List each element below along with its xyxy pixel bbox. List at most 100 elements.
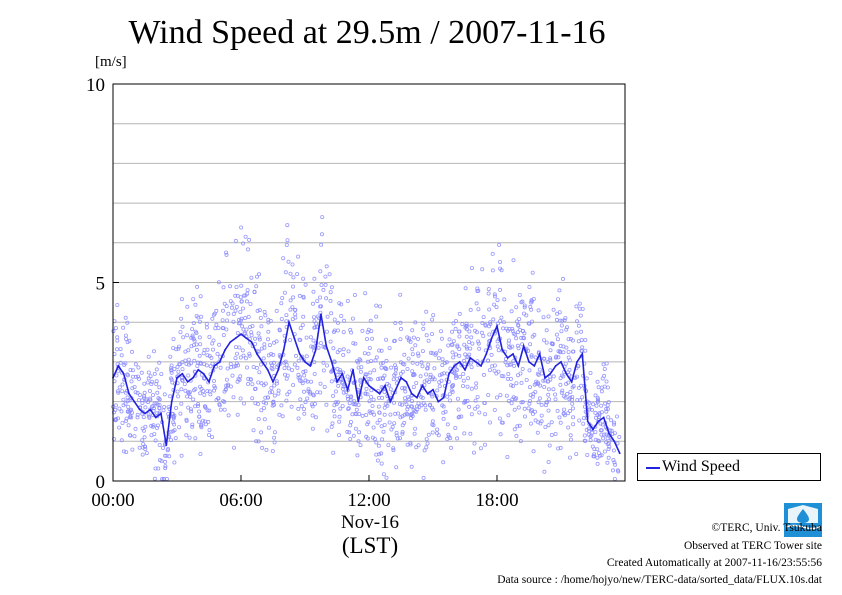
raw-data-point <box>469 323 474 328</box>
raw-data-point <box>304 354 309 359</box>
series-point <box>357 400 360 403</box>
raw-data-point <box>424 437 429 442</box>
x-tick-label: 06:00 <box>219 490 262 511</box>
raw-data-point <box>394 430 399 435</box>
raw-data-point <box>581 416 586 421</box>
raw-data-point <box>494 305 499 310</box>
raw-data-point <box>463 400 468 405</box>
series-point <box>618 452 621 455</box>
raw-data-point <box>291 382 296 387</box>
raw-data-point <box>217 403 222 408</box>
raw-data-point <box>248 301 253 306</box>
raw-data-point <box>593 410 598 415</box>
raw-data-point <box>172 422 177 427</box>
raw-data-point <box>398 371 403 376</box>
created-text: Created Automatically at 2007-11-16/23:5… <box>606 557 822 569</box>
raw-data-point <box>321 360 326 365</box>
raw-data-point <box>337 419 342 424</box>
raw-data-point <box>153 466 158 471</box>
raw-data-point <box>557 288 562 293</box>
raw-data-point <box>531 391 536 396</box>
raw-data-point <box>265 395 270 400</box>
raw-data-point <box>307 391 312 396</box>
raw-data-point <box>235 293 240 298</box>
raw-data-point <box>235 330 240 335</box>
raw-data-point <box>247 237 252 242</box>
raw-data-point <box>123 333 128 338</box>
raw-data-point <box>499 315 504 320</box>
raw-data-point <box>301 358 306 363</box>
raw-data-point <box>457 374 462 379</box>
legend-swatch <box>646 467 660 469</box>
raw-data-point <box>185 394 190 399</box>
raw-data-point <box>136 398 141 403</box>
raw-data-point <box>469 412 474 417</box>
raw-data-point <box>171 429 176 434</box>
raw-data-point <box>475 286 480 291</box>
raw-data-point <box>345 429 350 434</box>
raw-data-point <box>331 346 336 351</box>
raw-data-point <box>220 318 225 323</box>
raw-data-point <box>489 352 494 357</box>
raw-data-point <box>261 405 266 410</box>
series-point <box>325 345 328 347</box>
raw-data-point <box>577 301 582 306</box>
series-point <box>293 337 296 339</box>
raw-data-point <box>368 410 373 415</box>
raw-data-point <box>318 381 323 386</box>
series-point <box>554 365 557 367</box>
series-point <box>410 392 413 395</box>
raw-data-point <box>301 314 306 319</box>
raw-data-point <box>185 304 190 309</box>
raw-data-point <box>512 407 517 412</box>
raw-data-point <box>214 322 219 327</box>
raw-data-point <box>192 338 197 343</box>
raw-data-point <box>453 326 458 331</box>
raw-data-point <box>533 355 538 360</box>
raw-data-point <box>605 406 610 411</box>
raw-data-point <box>300 323 305 328</box>
raw-data-point <box>295 365 300 370</box>
raw-data-point <box>450 389 455 394</box>
raw-data-point <box>413 320 418 325</box>
raw-data-point <box>593 437 598 442</box>
raw-data-point <box>506 413 511 418</box>
raw-data-point <box>591 402 596 407</box>
raw-data-point <box>400 386 405 391</box>
raw-data-point <box>124 450 129 455</box>
series-point <box>560 361 562 363</box>
raw-data-point <box>235 412 240 417</box>
raw-data-point <box>570 401 575 406</box>
raw-data-point <box>152 476 157 481</box>
raw-data-point <box>240 306 245 311</box>
raw-data-point <box>398 320 403 325</box>
raw-data-point <box>140 452 145 457</box>
grid-lines <box>113 123 625 442</box>
raw-data-point <box>616 469 621 474</box>
series-point <box>256 353 258 355</box>
raw-data-point <box>266 329 271 334</box>
raw-data-point <box>542 384 547 389</box>
raw-data-point <box>610 431 615 436</box>
y-axis-unit: [m/s] <box>95 54 127 70</box>
raw-data-point <box>169 370 174 375</box>
raw-data-point <box>365 359 370 364</box>
raw-data-point <box>420 364 425 369</box>
raw-data-point <box>264 447 269 452</box>
raw-data-point <box>130 386 135 391</box>
raw-data-point <box>497 416 502 421</box>
raw-data-point <box>543 424 548 429</box>
raw-data-point <box>498 266 503 271</box>
raw-data-point <box>483 412 488 417</box>
raw-data-point <box>259 324 264 329</box>
raw-data-point <box>356 402 361 407</box>
raw-data-point <box>239 225 244 230</box>
raw-data-point <box>271 360 276 365</box>
raw-data-point <box>245 247 250 252</box>
raw-data-point <box>364 386 369 391</box>
raw-data-point <box>133 362 138 367</box>
raw-data-point <box>325 314 330 319</box>
raw-data-point <box>303 282 308 287</box>
raw-data-point <box>402 396 407 401</box>
raw-data-point <box>184 361 189 366</box>
